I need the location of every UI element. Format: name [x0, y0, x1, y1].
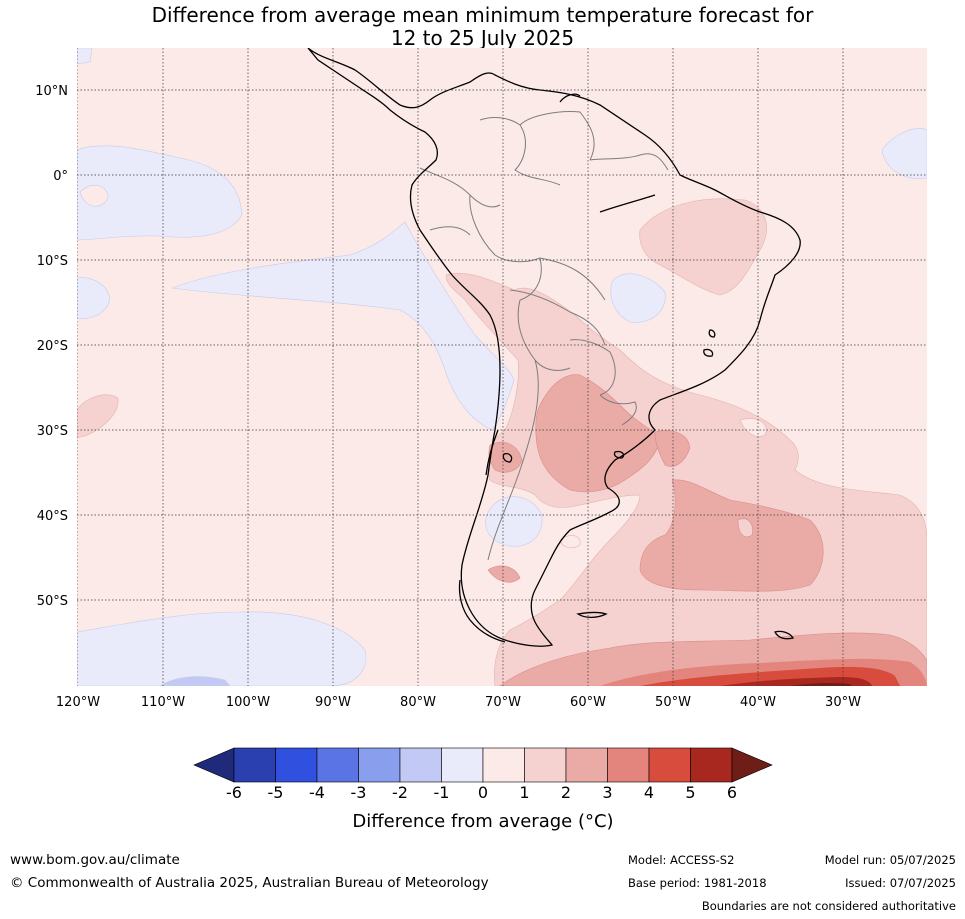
colorbar-tick-label: 5: [685, 783, 695, 802]
colorbar-tick-label: 3: [602, 783, 612, 802]
lon-label: 70°W: [485, 695, 521, 710]
colorbar-tick-label: -2: [392, 783, 408, 802]
lat-label: 10°S: [37, 254, 68, 269]
graticule: [77, 48, 927, 686]
colorbar-segment: [275, 747, 318, 783]
model-text: Model: ACCESS-S2: [628, 853, 735, 867]
lat-label: 40°S: [37, 509, 68, 524]
colorbar-tick-label: -1: [434, 783, 450, 802]
map-area: [77, 48, 927, 686]
colorbar-segment: [565, 747, 608, 783]
lat-label: 0°: [53, 169, 68, 184]
colorbar-segment: [233, 747, 276, 783]
colorbar-tick-label: 4: [644, 783, 654, 802]
colorbar-tick-label: -6: [226, 783, 242, 802]
colorbar-tick-label: -5: [268, 783, 284, 802]
title-line-1: Difference from average mean minimum tem…: [151, 3, 814, 27]
lon-label: 90°W: [315, 695, 351, 710]
lon-label: 30°W: [825, 695, 861, 710]
colorbar-segments: [233, 747, 733, 783]
lon-label: 120°W: [56, 695, 100, 710]
colorbar-segment: [524, 747, 567, 783]
map-title: Difference from average mean minimum tem…: [0, 4, 965, 50]
colorbar-max-arrow: [731, 747, 773, 783]
colorbar-segment: [607, 747, 650, 783]
lon-label: 100°W: [226, 695, 270, 710]
issued-text: Issued: 07/07/2025: [845, 876, 956, 890]
colorbar-segment: [690, 747, 733, 783]
website-text: www.bom.gov.au/climate: [10, 852, 180, 868]
lat-label: 10°N: [35, 84, 68, 99]
colorbar-ticks: -6 -5 -4 -3 -2 -1 0 1 2 3 4 5 6: [226, 783, 737, 802]
lon-label: 40°W: [740, 695, 776, 710]
colorbar-tick-label: 0: [478, 783, 488, 802]
lon-label: 60°W: [570, 695, 606, 710]
colorbar-segment: [441, 747, 484, 783]
colorbar-segment: [648, 747, 691, 783]
colorbar-segment: [399, 747, 442, 783]
base-period-text: Base period: 1981-2018: [628, 876, 767, 890]
lat-label: 50°S: [37, 594, 68, 609]
lon-label: 50°W: [655, 695, 691, 710]
lat-label: 30°S: [37, 424, 68, 439]
colorbar-segment: [316, 747, 359, 783]
colorbar: -6 -5 -4 -3 -2 -1 0 1 2 3 4 5 6 Difference from aver…: [193, 747, 773, 832]
strong-anomaly-regions: [600, 658, 927, 686]
disclaimer-text: Boundaries are not considered authoritat…: [701, 899, 956, 913]
colorbar-tick-label: 2: [561, 783, 571, 802]
lat-label: 20°S: [37, 339, 68, 354]
colorbar-segment: [482, 747, 525, 783]
colorbar-title: Difference from average (°C): [352, 811, 613, 832]
copyright-text: © Commonwealth of Australia 2025, Austra…: [10, 875, 489, 891]
lon-label: 110°W: [141, 695, 185, 710]
latitude-labels: 10°N 0° 10°S 20°S 30°S 40°S 50°S: [35, 84, 68, 609]
title-line-2: 12 to 25 July 2025: [390, 26, 575, 50]
coastline: [307, 48, 801, 647]
longitude-labels: 120°W 110°W 100°W 90°W 80°W 70°W 60°W 50…: [56, 695, 861, 710]
colorbar-tick-label: 6: [727, 783, 737, 802]
colorbar-segment: [358, 747, 401, 783]
lon-label: 80°W: [400, 695, 436, 710]
colorbar-min-arrow: [193, 747, 235, 783]
colorbar-tick-label: -3: [351, 783, 367, 802]
cool-anomaly-regions: [77, 48, 927, 686]
colorbar-tick-label: -4: [309, 783, 325, 802]
colorbar-tick-label: 1: [519, 783, 529, 802]
model-run-text: Model run: 05/07/2025: [824, 853, 956, 867]
